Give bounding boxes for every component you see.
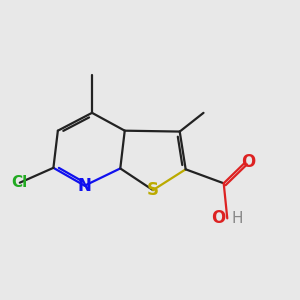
Text: O: O [212,209,226,227]
Text: S: S [147,181,159,199]
Text: N: N [78,177,92,195]
Text: Cl: Cl [12,175,28,190]
Text: O: O [241,154,255,172]
Text: H: H [231,211,242,226]
